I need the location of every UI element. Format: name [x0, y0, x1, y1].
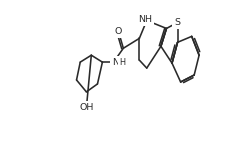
Text: O: O	[114, 27, 122, 36]
Text: N: N	[112, 58, 119, 67]
Text: NH: NH	[138, 15, 151, 24]
Text: OH: OH	[79, 103, 93, 112]
Text: S: S	[174, 18, 180, 27]
Text: H: H	[118, 58, 124, 67]
